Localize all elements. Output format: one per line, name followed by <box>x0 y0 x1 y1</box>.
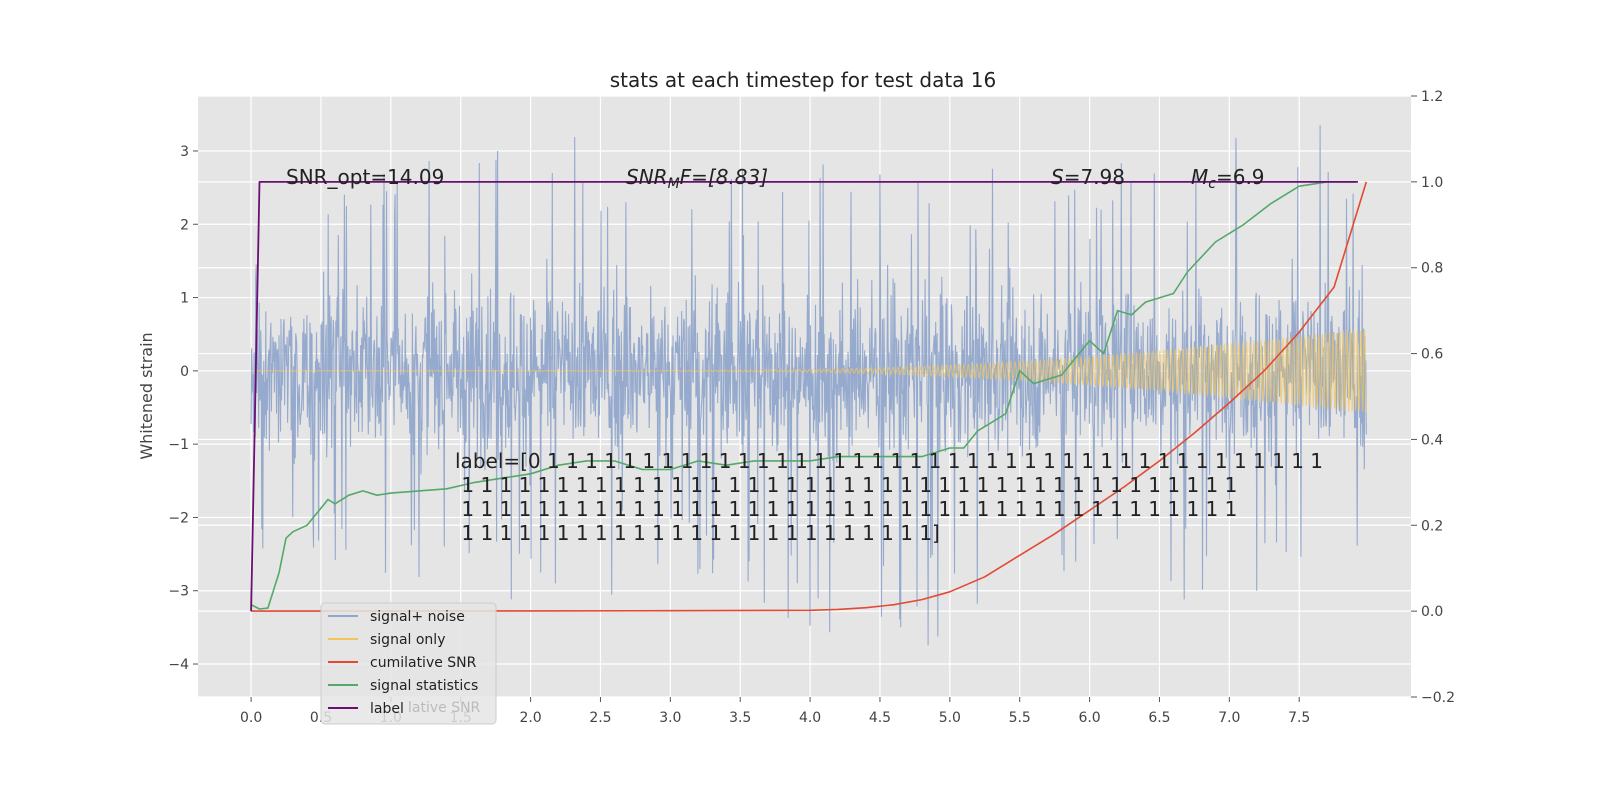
y2-axis: 1.2 1.0 0.8 0.6 0.4 0.2 0.0 −0.2 <box>1411 89 1455 706</box>
legend-box <box>320 602 497 725</box>
label-annotation: label=[0 1 1 1 1 1 1 1 1 1 1 1 1 1 1 1 1… <box>455 449 1323 545</box>
y2-tick-label: −0.2 <box>1421 690 1455 706</box>
y-tick-label: 0 <box>180 364 189 380</box>
x-tick-label: 0.0 <box>240 710 262 726</box>
snr-mf-symbol: SNR <box>626 165 668 189</box>
label-annotation-line: 1 1 1 1 1 1 1 1 1 1 1 1 1 1 1 1 1 1 1 1 … <box>455 473 1237 497</box>
cumulative-snr-line <box>251 181 1368 612</box>
legend-item-label: signal statistics <box>370 678 478 694</box>
label-annotation-line: label=[0 1 1 1 1 1 1 1 1 1 1 1 1 1 1 1 1… <box>455 449 1323 473</box>
x-tick-label: 3.5 <box>729 710 751 726</box>
x-tick-label: 7.0 <box>1218 710 1240 726</box>
s-symbol: S <box>1051 165 1064 189</box>
y-tick-label: 2 <box>180 217 189 233</box>
legend-ghost-text: lative SNR <box>408 700 481 716</box>
y-tick-label: −2 <box>168 510 189 526</box>
s-value: =7.98 <box>1064 165 1125 189</box>
mc-value: =6.9 <box>1216 165 1265 189</box>
annotations: SNR_opt=14.09 SNRMF=[8.83] S=7.98 Mc=6.9lab… <box>286 165 1323 545</box>
y2-tick-label: 1.2 <box>1421 89 1443 105</box>
legend-item-label: cumilative SNR <box>370 655 477 671</box>
y-tick-label: 1 <box>180 291 189 307</box>
snr-mf-subscript: M <box>668 176 680 192</box>
s-annotation: S=7.98 <box>1051 165 1125 189</box>
signal-statistics-line <box>250 181 1356 610</box>
snr-opt-annotation: SNR_opt=14.09 <box>286 165 444 189</box>
x-tick-label: 7.5 <box>1288 710 1310 726</box>
y-tick-label: −3 <box>168 584 189 600</box>
y2-tick-label: 0.2 <box>1421 518 1443 534</box>
legend: lative SNR signal+ noise signal only cumila… <box>320 602 497 725</box>
y2-tick-label: 0.4 <box>1421 432 1443 448</box>
chart-title: stats at each timestep for test data 16 <box>610 68 996 92</box>
y-axis-label: Whitened strain <box>137 332 156 459</box>
x-tick-label: 6.0 <box>1078 710 1100 726</box>
x-tick-label: 4.0 <box>799 710 821 726</box>
signal-only-line <box>251 329 1367 413</box>
snr-mf-rest: F=[8.83] <box>680 165 768 189</box>
x-tick-label: 2.5 <box>589 710 611 726</box>
label-annotation-line: 1 1 1 1 1 1 1 1 1 1 1 1 1 1 1 1 1 1 1 1 … <box>455 521 940 545</box>
x-tick-label: 2.0 <box>519 710 541 726</box>
y2-tick-label: 1.0 <box>1421 175 1443 191</box>
legend-item-label: signal only <box>370 632 445 648</box>
label-line <box>250 181 1358 612</box>
y2-tick-label: 0.6 <box>1421 347 1443 363</box>
mc-symbol: M <box>1191 165 1208 189</box>
label-annotation-line: 1 1 1 1 1 1 1 1 1 1 1 1 1 1 1 1 1 1 1 1 … <box>455 497 1237 521</box>
snr-mf-annotation: SNRMF=[8.83] <box>626 165 768 192</box>
y-axis: 3 2 1 0 −1 −2 −3 −4 <box>168 144 198 673</box>
x-tick-label: 4.5 <box>869 710 891 726</box>
y-tick-label: −4 <box>168 657 189 673</box>
x-tick-label: 5.5 <box>1009 710 1031 726</box>
y2-tick-label: 0.0 <box>1421 604 1443 620</box>
y-tick-label: −1 <box>168 437 189 453</box>
legend-item-label: label <box>370 701 404 717</box>
y2-tick-label: 0.8 <box>1421 261 1443 277</box>
mc-subscript: c <box>1208 176 1216 192</box>
x-tick-label: 5.0 <box>939 710 961 726</box>
series-signal-only <box>251 329 1367 413</box>
x-tick-label: 6.5 <box>1148 710 1170 726</box>
legend-item-label: signal+ noise <box>370 609 465 625</box>
x-tick-label: 3.0 <box>659 710 681 726</box>
y-tick-label: 3 <box>180 144 189 160</box>
mc-annotation: Mc=6.9 <box>1191 165 1265 192</box>
